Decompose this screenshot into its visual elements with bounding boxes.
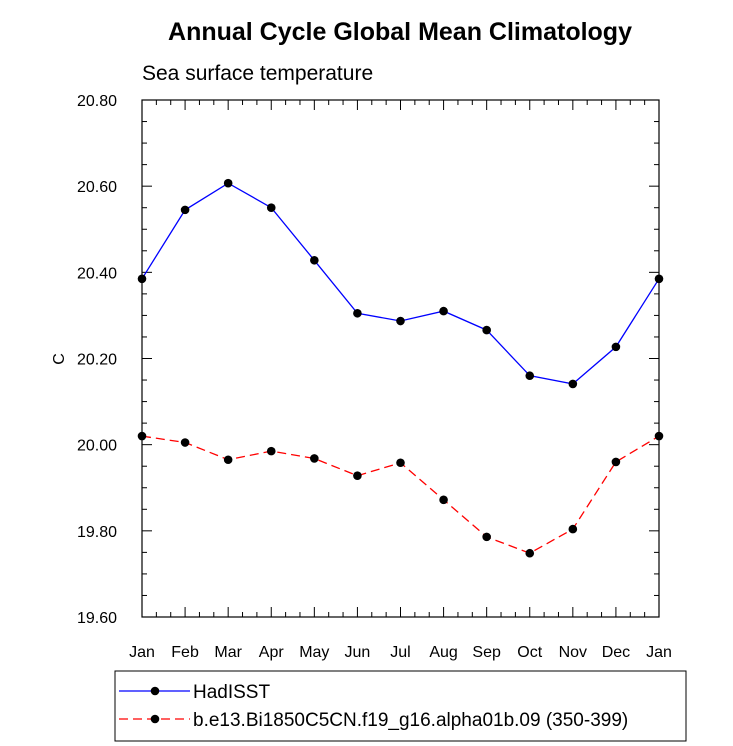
x-tick-label: May xyxy=(299,644,329,661)
series-0-point xyxy=(137,274,147,284)
y-tick-label: 20.00 xyxy=(77,438,117,455)
series-1-point xyxy=(310,454,319,463)
series-1-point xyxy=(654,431,664,441)
x-tick-label: Jan xyxy=(129,644,155,661)
x-tick-label: Mar xyxy=(214,644,242,661)
x-tick-label: Feb xyxy=(171,644,199,661)
plot-frame xyxy=(141,99,660,618)
series-1-point xyxy=(137,431,147,441)
legend-marker-1 xyxy=(150,714,160,724)
series-0-point xyxy=(396,316,405,326)
series-1-point xyxy=(266,446,276,456)
series-line-0 xyxy=(141,182,660,385)
series-0-point xyxy=(525,371,535,381)
y-tick-label: 19.80 xyxy=(77,524,117,541)
series-0-point xyxy=(482,325,491,335)
y-tick-label: 20.60 xyxy=(77,179,117,196)
series-0-point xyxy=(310,255,319,265)
series-0-point xyxy=(180,205,190,215)
x-tick-label: Apr xyxy=(259,644,285,661)
x-tick-label: Jul xyxy=(390,644,410,661)
y-tick-label: 20.20 xyxy=(77,352,117,369)
series-0-point xyxy=(654,274,664,284)
y-tick-label: 20.40 xyxy=(77,265,117,282)
series-1-point xyxy=(396,458,405,468)
series-0-point xyxy=(439,306,448,316)
x-tick-label: Sep xyxy=(472,644,501,661)
series-1-point xyxy=(223,455,233,465)
series-1-point xyxy=(439,495,448,505)
series-0-point xyxy=(568,379,578,389)
legend-box xyxy=(114,670,687,742)
series-1-point xyxy=(611,457,621,467)
series-1-point xyxy=(482,532,491,542)
x-tick-label: Aug xyxy=(429,644,457,661)
y-tick-label: 20.80 xyxy=(77,93,117,110)
legend-label-0: HadISST xyxy=(193,682,270,703)
series-1-point xyxy=(353,471,362,480)
series-0-point xyxy=(223,178,233,188)
series-0-point xyxy=(611,342,621,352)
series-1-point xyxy=(180,438,190,447)
y-tick-label: 19.60 xyxy=(77,610,117,627)
series-0-point xyxy=(353,308,362,318)
chart-subtitle: Sea surface temperature xyxy=(142,62,373,85)
x-tick-label: Oct xyxy=(517,644,542,661)
y-axis-label: C xyxy=(51,353,68,365)
series-1-point xyxy=(525,548,535,558)
series-1-point xyxy=(568,524,578,534)
x-tick-label: Jun xyxy=(345,644,371,661)
legend-label-1: b.e13.Bi1850C5CN.f19_g16.alpha01b.09 (35… xyxy=(193,710,628,731)
x-tick-label: Jan xyxy=(646,644,672,661)
chart-title: Annual Cycle Global Mean Climatology xyxy=(168,18,632,46)
x-tick-label: Nov xyxy=(559,644,587,661)
series-line-1 xyxy=(141,435,660,554)
series-0-point xyxy=(266,203,276,213)
x-tick-label: Dec xyxy=(602,644,630,661)
legend-marker-0 xyxy=(150,686,160,696)
